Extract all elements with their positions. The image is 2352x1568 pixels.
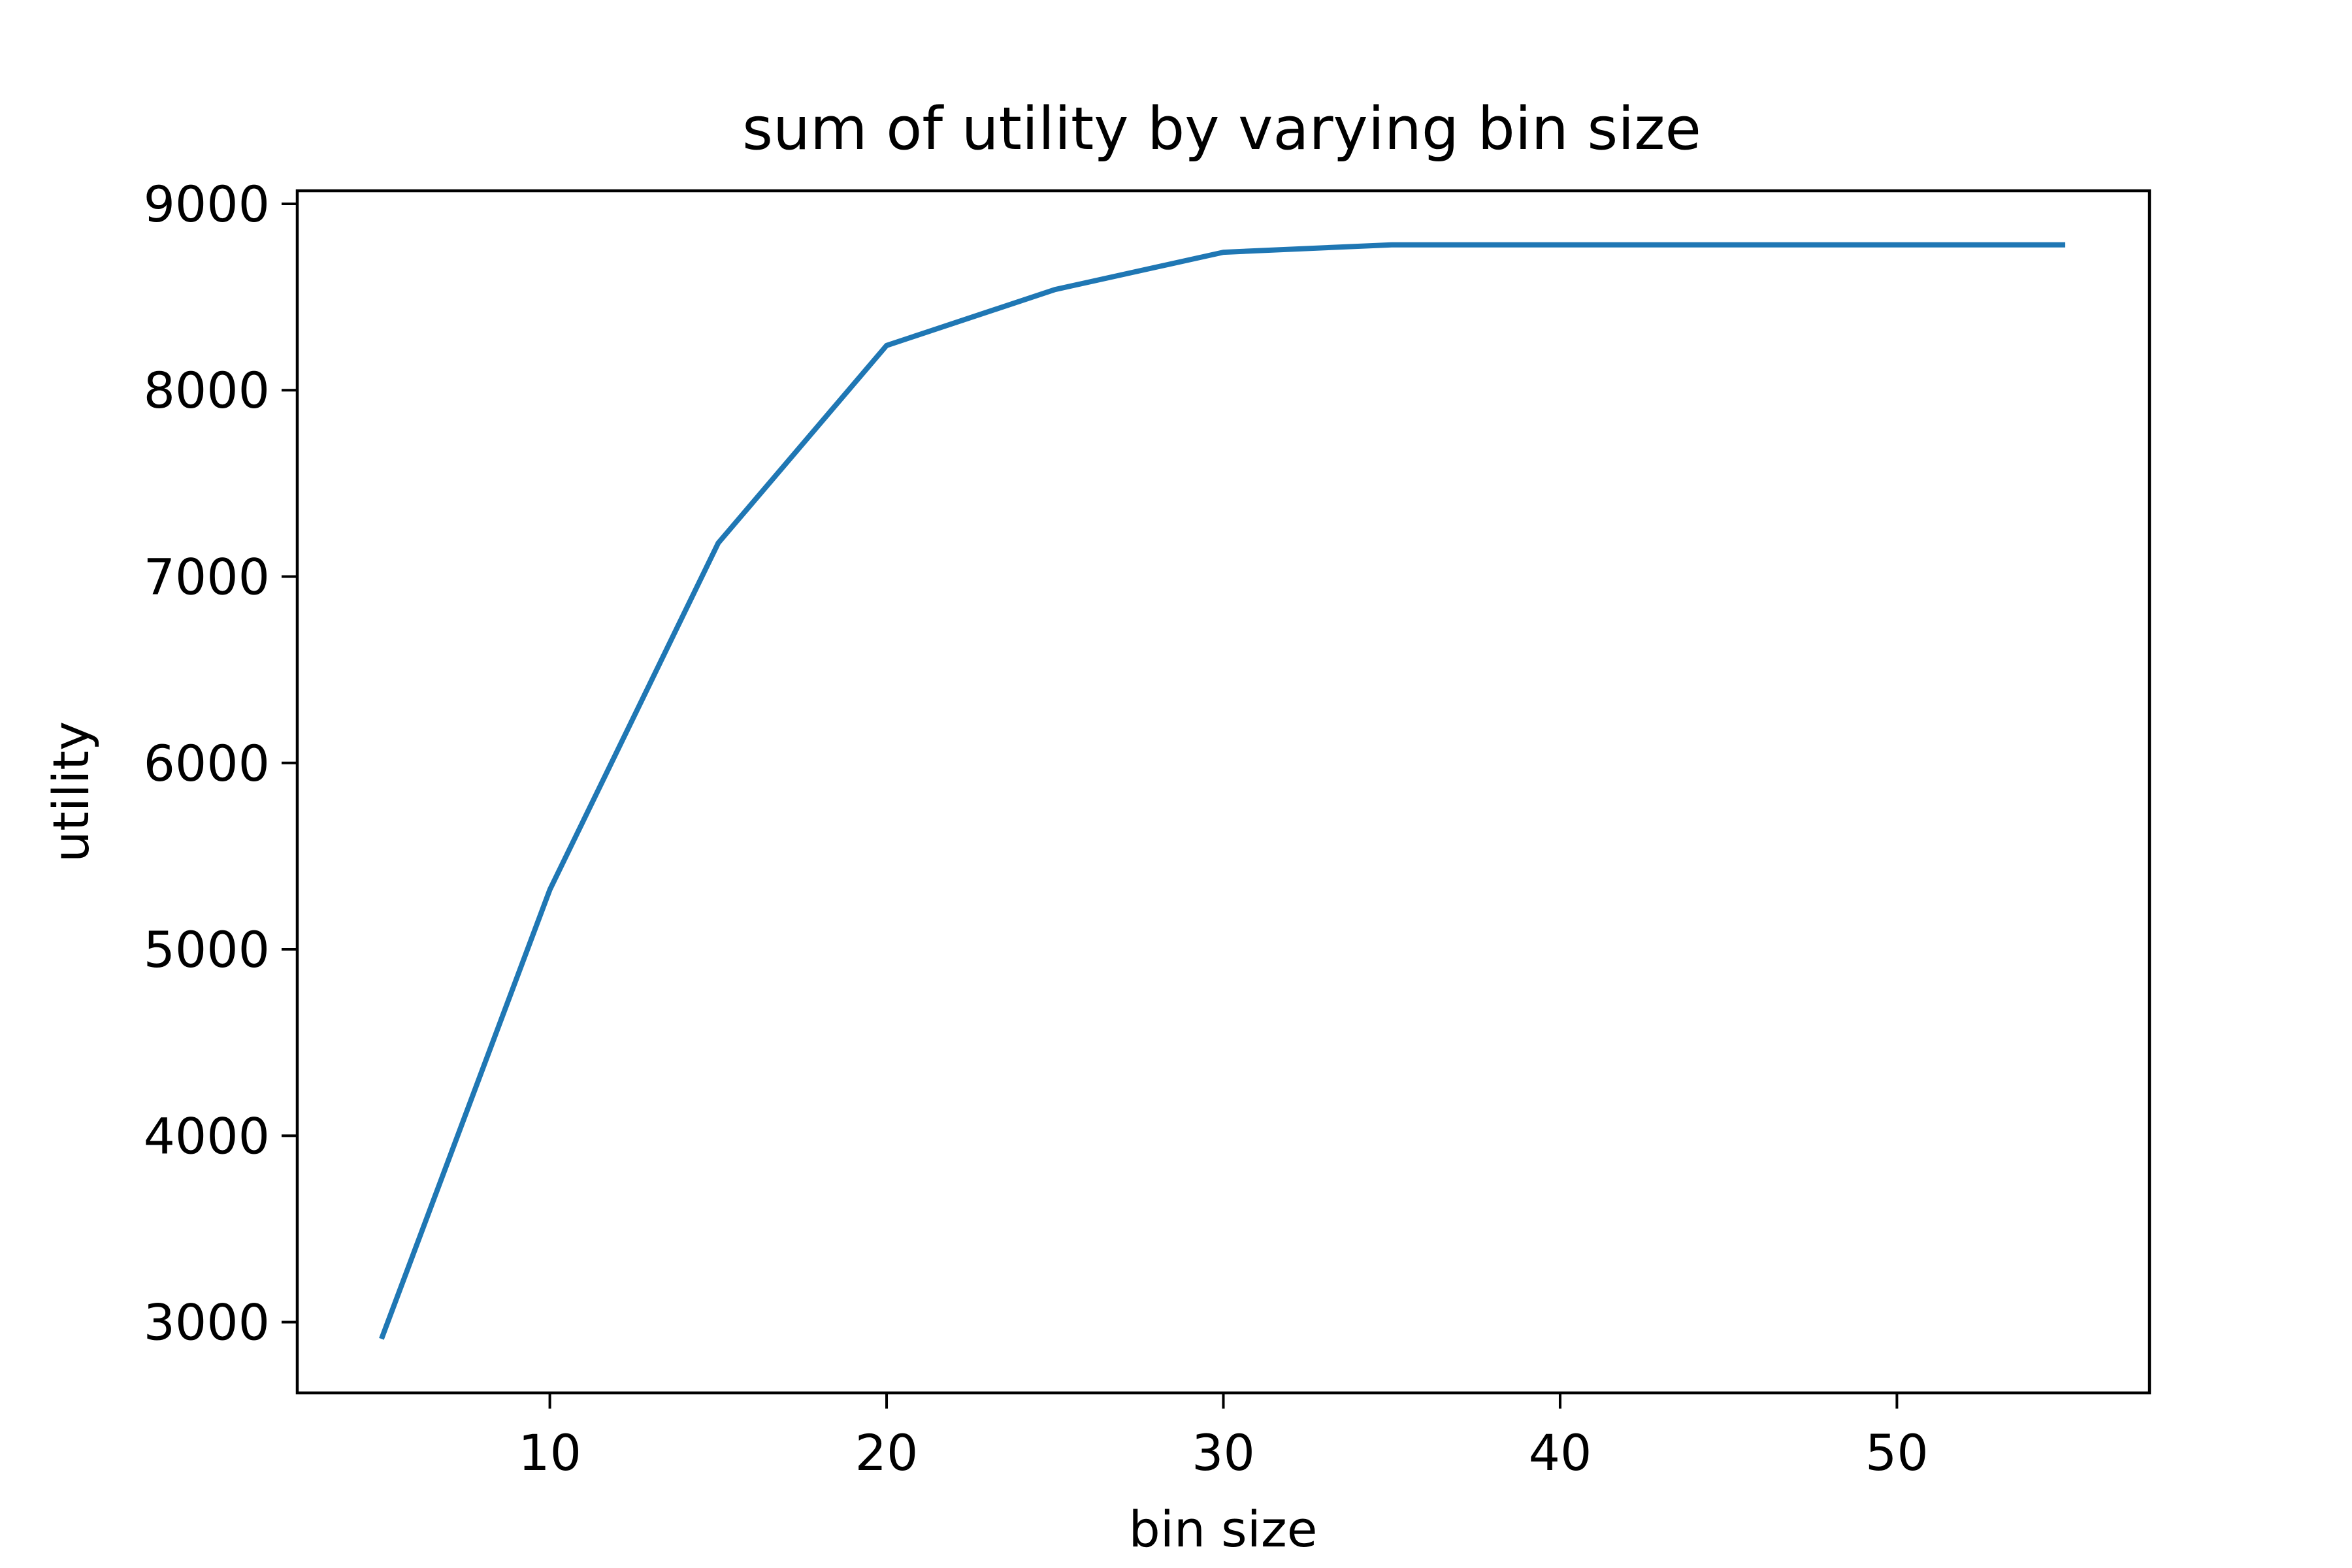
x-tick-label: 30 [1192, 1424, 1255, 1482]
data-point [1223, 252, 1224, 253]
y-tick-label: 9000 [144, 175, 270, 233]
y-tick-label: 3000 [144, 1294, 270, 1352]
plot-frame [295, 189, 2151, 1395]
data-point [718, 543, 719, 544]
y-tick-label: 8000 [144, 361, 270, 419]
y-axis-ticks: 3000 4000 5000 6000 7000 8000 9000 [144, 175, 297, 1352]
x-tick-label: 20 [855, 1424, 919, 1482]
series-line [379, 242, 2066, 1340]
series-layer [379, 242, 2066, 1340]
y-tick-label: 7000 [144, 548, 270, 606]
y-tick-label: 6000 [144, 734, 270, 792]
y-tick-label: 4000 [144, 1107, 270, 1165]
y-tick-label: 5000 [144, 921, 270, 979]
chart-title: sum of utility by varying bin size [742, 95, 1701, 163]
data-point [1054, 289, 1055, 290]
data-point [1560, 244, 1561, 245]
data-point [2065, 244, 2066, 245]
x-tick-label: 50 [1865, 1424, 1929, 1482]
data-point [1728, 244, 1729, 245]
y-axis-label: utility [42, 721, 100, 862]
x-axis-ticks: 10 20 30 40 50 [518, 1393, 1929, 1482]
x-tick-label: 10 [518, 1424, 581, 1482]
x-axis-label: bin size [1128, 1500, 1317, 1558]
plot-area: 10 20 30 40 50 3000 4000 5000 6000 7000 8000 9000 [144, 175, 2151, 1482]
data-point [549, 889, 550, 890]
x-tick-label: 40 [1529, 1424, 1592, 1482]
